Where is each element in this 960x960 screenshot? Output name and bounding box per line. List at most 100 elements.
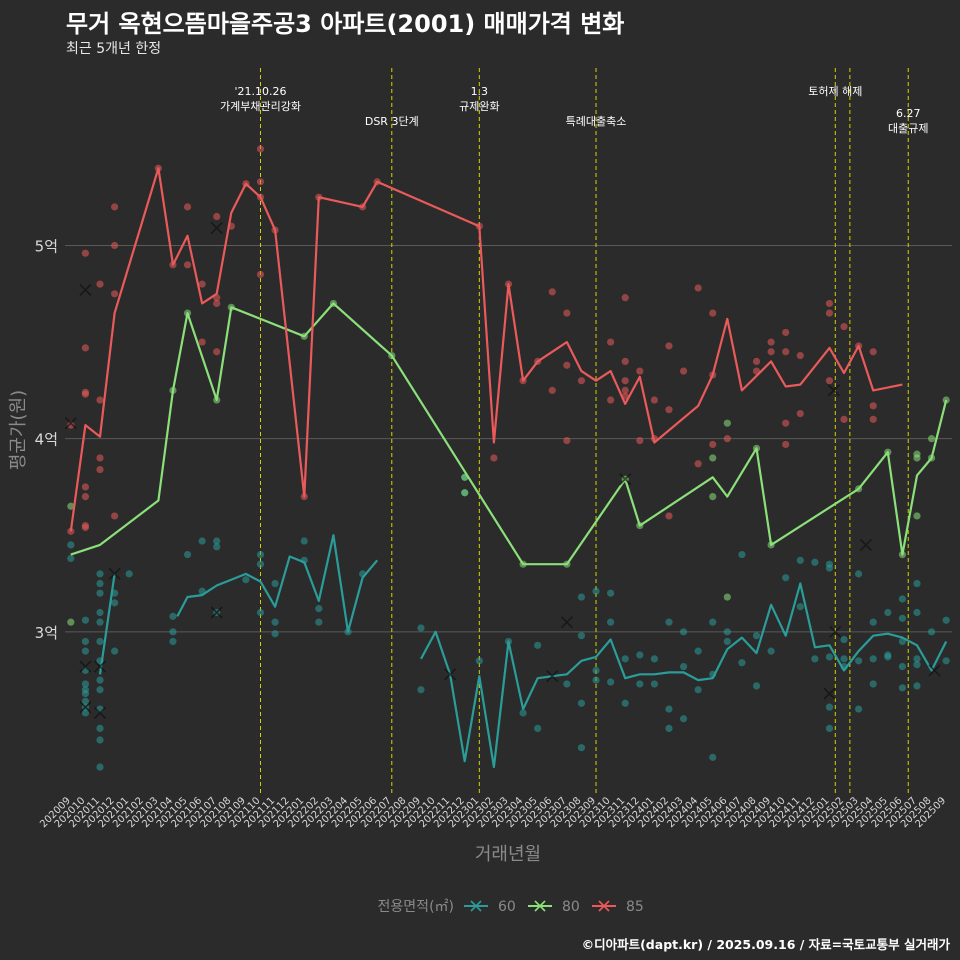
data-point [271,618,279,626]
data-point [796,409,804,418]
x-mark [827,384,840,397]
data-point [709,454,717,462]
series-80 [67,299,950,626]
data-point [577,699,586,707]
y-axis-title: 평균가(원) [8,390,29,470]
data-point [67,618,75,626]
data-point [592,587,600,595]
data-point [67,554,75,563]
data-point [650,655,658,663]
data-point [81,390,90,398]
data-point [927,435,936,443]
data-point [884,651,892,659]
data-point [271,630,279,638]
data-point [81,666,90,675]
x-mark [829,625,842,638]
data-point [825,309,834,317]
event-label: 토허제 해제 [808,84,862,98]
legend-x-mark [534,900,546,912]
data-point [898,614,906,622]
data-point [621,386,629,394]
data-point [169,612,177,620]
data-point [577,744,586,752]
data-point [183,261,192,269]
data-point [81,680,90,688]
event-label: 대출규제 [888,122,928,135]
series-85 [64,145,903,535]
event-label: 6.27 [896,107,921,120]
data-point [782,440,790,449]
data-point [563,361,571,369]
x-mark [93,706,107,720]
data-point [621,294,629,302]
data-point [198,537,206,545]
data-point [81,697,90,705]
data-point [621,655,629,663]
data-point [169,637,177,646]
data-point [96,637,104,646]
data-point [548,386,556,394]
data-point [709,309,717,317]
legend-title: 전용면적(㎡) [378,899,454,915]
data-point [650,396,658,404]
data-point [183,550,192,559]
x-mark [859,538,872,551]
data-point [125,570,133,578]
data-point [752,632,761,640]
data-point [636,651,644,659]
data-point [723,593,731,601]
series-line-80 [70,302,948,566]
data-point [315,618,323,626]
data-point [679,628,688,636]
data-point [898,595,906,603]
data-point [169,628,177,636]
data-point [490,454,498,462]
data-point [315,605,323,613]
data-point [825,724,834,732]
data-point [67,502,75,510]
data-point [111,512,119,520]
data-point [198,280,206,288]
data-point [81,616,90,624]
x-mark [823,687,836,700]
data-point [723,637,731,646]
data-point [111,203,119,211]
data-point [709,753,717,761]
data-point [869,415,877,423]
data-point [213,299,221,308]
x-mark [79,283,92,296]
data-point [825,653,834,661]
data-point [811,558,819,566]
x-mark [560,616,573,629]
data-point [709,493,717,501]
data-point [913,655,921,663]
data-point [694,686,702,694]
data-point [796,556,804,564]
data-point [723,419,731,427]
data-point [825,560,834,568]
data-point [898,662,906,671]
data-point [723,628,731,636]
data-point [869,618,877,626]
data-point [111,647,119,655]
data-point [607,338,615,346]
data-point [475,657,483,665]
data-point [913,661,921,669]
data-point [840,635,848,644]
data-point [796,603,804,611]
data-point [694,647,702,655]
data-point [96,686,104,694]
data-point [81,637,90,646]
data-point [869,348,877,356]
data-point [256,608,265,617]
data-point [577,377,586,385]
data-point [256,145,265,153]
data-point [81,249,90,257]
data-point [81,483,90,491]
chart-subtitle: 최근 5개년 한정 [66,41,162,57]
data-point [913,682,921,690]
data-point [519,709,527,717]
data-point [81,686,90,694]
data-point [213,348,221,356]
